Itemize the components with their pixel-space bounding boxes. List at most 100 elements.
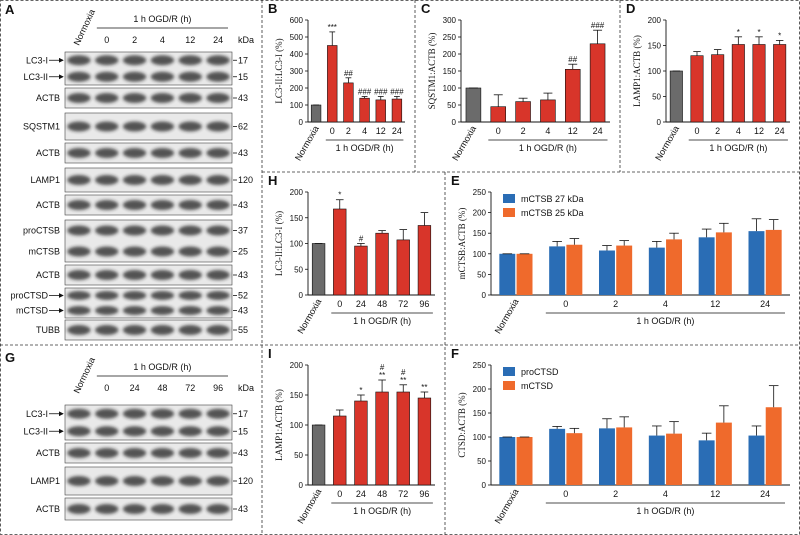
y-tick-label: 100 <box>473 250 487 259</box>
bar <box>311 243 326 296</box>
lane-label: 0 <box>104 383 109 393</box>
band <box>206 476 230 486</box>
band <box>95 175 119 185</box>
band <box>150 200 175 210</box>
band <box>67 448 91 458</box>
x-tick-label: 48 <box>377 299 387 309</box>
band <box>150 426 175 437</box>
lane-label: 72 <box>185 383 195 393</box>
x-tick-label: 2 <box>613 489 618 499</box>
band <box>122 175 147 185</box>
band <box>95 200 119 210</box>
kda-value: 43 <box>238 148 248 158</box>
band <box>150 325 175 335</box>
bar <box>765 229 782 295</box>
x-tick-label: 12 <box>754 126 764 136</box>
band <box>206 291 230 300</box>
bar <box>648 435 665 485</box>
y-tick-label: 100 <box>648 67 662 76</box>
lane-label: Normoxia <box>72 8 97 47</box>
significance: ** <box>400 376 406 385</box>
band <box>95 148 119 158</box>
y-tick-label: 150 <box>648 42 662 51</box>
bar <box>765 407 782 485</box>
row-label: ACTB <box>36 504 60 514</box>
y-tick-label: 50 <box>447 101 456 110</box>
band <box>122 448 147 458</box>
bar <box>773 44 787 123</box>
y-axis-label: CTSD:ACTB (%) <box>457 392 467 457</box>
band <box>178 121 202 132</box>
band <box>206 504 230 514</box>
bar <box>748 435 765 485</box>
significance: ### <box>358 88 372 97</box>
band <box>178 325 202 335</box>
band <box>122 71 147 82</box>
bar <box>666 239 683 295</box>
group-label: 1 h OGD/R (h) <box>133 362 191 372</box>
bar <box>396 239 410 296</box>
y-tick-label: 500 <box>290 33 304 42</box>
blot-row <box>64 287 233 319</box>
bar <box>333 415 347 486</box>
x-axis-label: 1 h OGD/R (h) <box>636 506 694 516</box>
x-axis-label: 1 h OGD/R (h) <box>353 506 411 516</box>
bar <box>731 44 745 123</box>
band <box>67 175 91 185</box>
x-tick-label: 24 <box>392 126 402 136</box>
y-tick-label: 150 <box>290 214 304 223</box>
y-tick-label: 250 <box>443 33 457 42</box>
bar <box>698 237 715 295</box>
band <box>150 175 175 185</box>
band <box>95 121 119 132</box>
band <box>206 408 230 419</box>
band <box>67 55 91 66</box>
bar <box>711 54 725 123</box>
x-axis-label: 1 h OGD/R (h) <box>353 316 411 326</box>
bar <box>690 55 704 123</box>
bar <box>598 428 615 485</box>
x-tick-label: 24 <box>760 299 770 309</box>
x-tick-label: 0 <box>330 126 335 136</box>
blot-row <box>64 112 233 141</box>
lane-label: Normoxia <box>72 356 97 395</box>
x-tick-label: 72 <box>398 489 408 499</box>
lane-label: 12 <box>185 35 195 45</box>
panel-letter: B <box>268 1 277 16</box>
y-tick-label: 150 <box>443 67 457 76</box>
band <box>150 291 175 300</box>
band <box>95 225 119 236</box>
kda-value: 43 <box>238 93 248 103</box>
x-tick-label: 12 <box>568 126 578 136</box>
bar <box>715 232 732 295</box>
x-tick-label: Normoxia <box>653 124 681 162</box>
band <box>150 148 175 158</box>
panel-letter: E <box>451 173 460 188</box>
x-axis-label: 1 h OGD/R (h) <box>519 143 577 153</box>
band <box>67 200 91 210</box>
x-tick-label: 72 <box>398 299 408 309</box>
band <box>178 291 202 300</box>
legend-label: mCTSB 25 kDa <box>521 208 584 218</box>
band <box>206 148 230 158</box>
significance: * <box>338 191 341 200</box>
band <box>122 121 147 132</box>
x-tick-label: 0 <box>563 299 568 309</box>
legend-swatch <box>503 208 515 217</box>
band <box>95 504 119 514</box>
bar <box>648 247 665 295</box>
y-tick-label: 200 <box>648 16 662 25</box>
band <box>178 71 202 82</box>
y-tick-label: 200 <box>290 361 304 370</box>
kda-label: kDa <box>238 35 254 45</box>
y-tick-label: 150 <box>473 229 487 238</box>
y-tick-label: 50 <box>477 457 486 466</box>
band <box>150 93 175 103</box>
band <box>206 175 230 185</box>
bar <box>417 397 432 486</box>
significance: * <box>737 28 740 37</box>
band <box>67 270 91 280</box>
bar <box>343 82 354 123</box>
y-tick-label: 50 <box>652 93 661 102</box>
significance: * <box>778 31 781 40</box>
